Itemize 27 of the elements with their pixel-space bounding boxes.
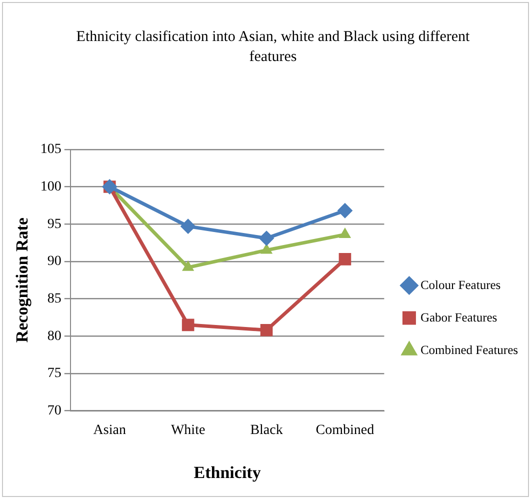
point (260, 324, 273, 336)
y-tick-label: 105 (40, 142, 62, 158)
y-axis-title: Recognition Rate (12, 217, 32, 343)
point (182, 318, 194, 332)
x-axis-title: Ethnicity (194, 463, 262, 482)
chart-title: Ethnicity clasification into Asian, white and Black using different features (75, 28, 471, 67)
y-tick-label: 80 (47, 328, 62, 344)
point (180, 218, 196, 234)
x-tick-label: Combined (316, 422, 374, 438)
x-tick-label: Asian (93, 422, 126, 438)
y-tick-label: 95 (47, 216, 62, 232)
y-tick-label: 100 (40, 179, 62, 194)
y-tick-label: 90 (47, 254, 62, 270)
legend-label: Gabor Features (420, 310, 498, 324)
x-tick-label: Black (250, 422, 283, 438)
point (337, 203, 352, 218)
y-tick-label: 85 (47, 291, 62, 306)
legend-label: Combined Features (420, 342, 518, 357)
point (182, 260, 194, 271)
legend-label: Colour Features (420, 278, 501, 292)
y-tick-label: 75 (47, 366, 62, 382)
point (338, 253, 352, 266)
point (259, 230, 274, 246)
point (339, 228, 351, 238)
point (260, 244, 272, 254)
y-tick-label: 70 (47, 403, 62, 418)
x-tick-label: White (170, 422, 206, 438)
